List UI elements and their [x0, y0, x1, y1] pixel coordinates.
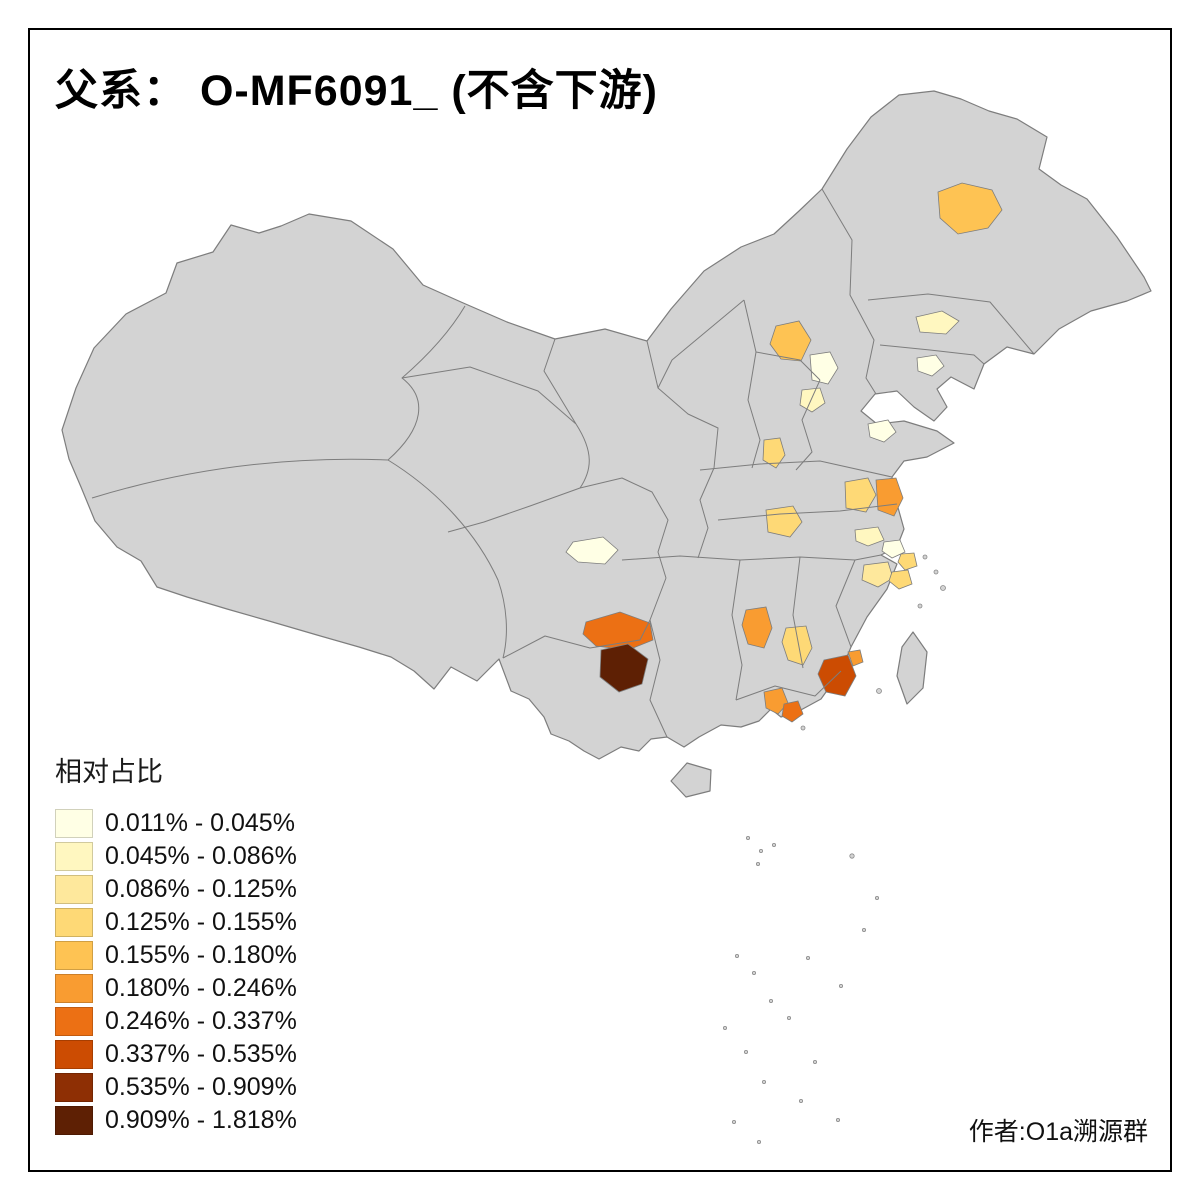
taiwan-island-shape	[896, 631, 928, 705]
highlight-patches	[565, 182, 1003, 723]
legend-color-swatch	[55, 908, 93, 937]
map-region-patch	[937, 182, 1003, 235]
legend-range-label: 0.180% - 0.246%	[105, 974, 297, 1002]
legend-color-swatch	[55, 1106, 93, 1135]
legend-range-label: 0.337% - 0.535%	[105, 1040, 297, 1068]
legend-range-label: 0.535% - 0.909%	[105, 1073, 297, 1101]
map-region-patch	[897, 552, 918, 571]
map-region-patch	[809, 351, 839, 385]
legend-row: 0.011% - 0.045%	[55, 807, 297, 840]
map-region-patch	[916, 354, 945, 377]
map-region-patch	[741, 606, 773, 649]
map-region-patch	[781, 700, 804, 723]
legend-row: 0.909% - 1.818%	[55, 1104, 297, 1137]
map-region-patch	[915, 310, 960, 335]
page-title: 父系： O-MF6091_ (不含下游)	[55, 67, 658, 115]
map-region-patch	[875, 477, 904, 517]
province-borders	[91, 188, 1035, 738]
legend-row: 0.045% - 0.086%	[55, 840, 297, 873]
legend-row: 0.180% - 0.246%	[55, 972, 297, 1005]
legend-range-label: 0.045% - 0.086%	[105, 842, 297, 870]
legend-items: 0.011% - 0.045% 0.045% - 0.086% 0.086% -…	[55, 807, 297, 1137]
legend-row: 0.535% - 0.909%	[55, 1071, 297, 1104]
legend-color-swatch	[55, 875, 93, 904]
legend-color-swatch	[55, 1007, 93, 1036]
legend-row: 0.246% - 0.337%	[55, 1005, 297, 1038]
legend-range-label: 0.155% - 0.180%	[105, 941, 297, 969]
legend-color-swatch	[55, 974, 93, 1003]
map-region-patch	[854, 526, 885, 547]
legend-color-swatch	[55, 1073, 93, 1102]
legend-color-swatch	[55, 941, 93, 970]
legend-range-label: 0.086% - 0.125%	[105, 875, 297, 903]
map-region-patch	[881, 539, 906, 559]
map-region-patch	[565, 536, 619, 565]
map-region-patch	[867, 419, 897, 443]
legend-row: 0.125% - 0.155%	[55, 906, 297, 939]
map-region-patch	[599, 643, 649, 693]
legend-title: 相对占比	[55, 757, 163, 787]
legend-color-swatch	[55, 1040, 93, 1069]
legend-row: 0.337% - 0.535%	[55, 1038, 297, 1071]
legend-range-label: 0.125% - 0.155%	[105, 908, 297, 936]
legend-range-label: 0.909% - 1.818%	[105, 1106, 297, 1134]
map-region-patch	[888, 569, 913, 590]
legend-color-swatch	[55, 842, 93, 871]
map-region-patch	[847, 649, 864, 667]
south-china-sea-islets	[723, 554, 946, 1145]
legend-row: 0.155% - 0.180%	[55, 939, 297, 972]
legend-range-label: 0.246% - 0.337%	[105, 1007, 297, 1035]
map-region-patch	[781, 625, 813, 666]
map-region-patch	[861, 561, 894, 588]
mainland-china-shape	[61, 90, 1152, 760]
legend-row: 0.086% - 0.125%	[55, 873, 297, 906]
map-region-patch	[799, 387, 826, 413]
legend-color-swatch	[55, 809, 93, 838]
attribution-text: 作者:O1a溯源群	[968, 1118, 1148, 1146]
legend-range-label: 0.011% - 0.045%	[105, 809, 295, 837]
map-region-patch	[762, 437, 786, 469]
hainan-island-shape	[670, 762, 712, 798]
map-region-patch	[844, 477, 877, 513]
legend: 相对占比 0.011% - 0.045% 0.045% - 0.086% 0.0…	[55, 750, 297, 1137]
